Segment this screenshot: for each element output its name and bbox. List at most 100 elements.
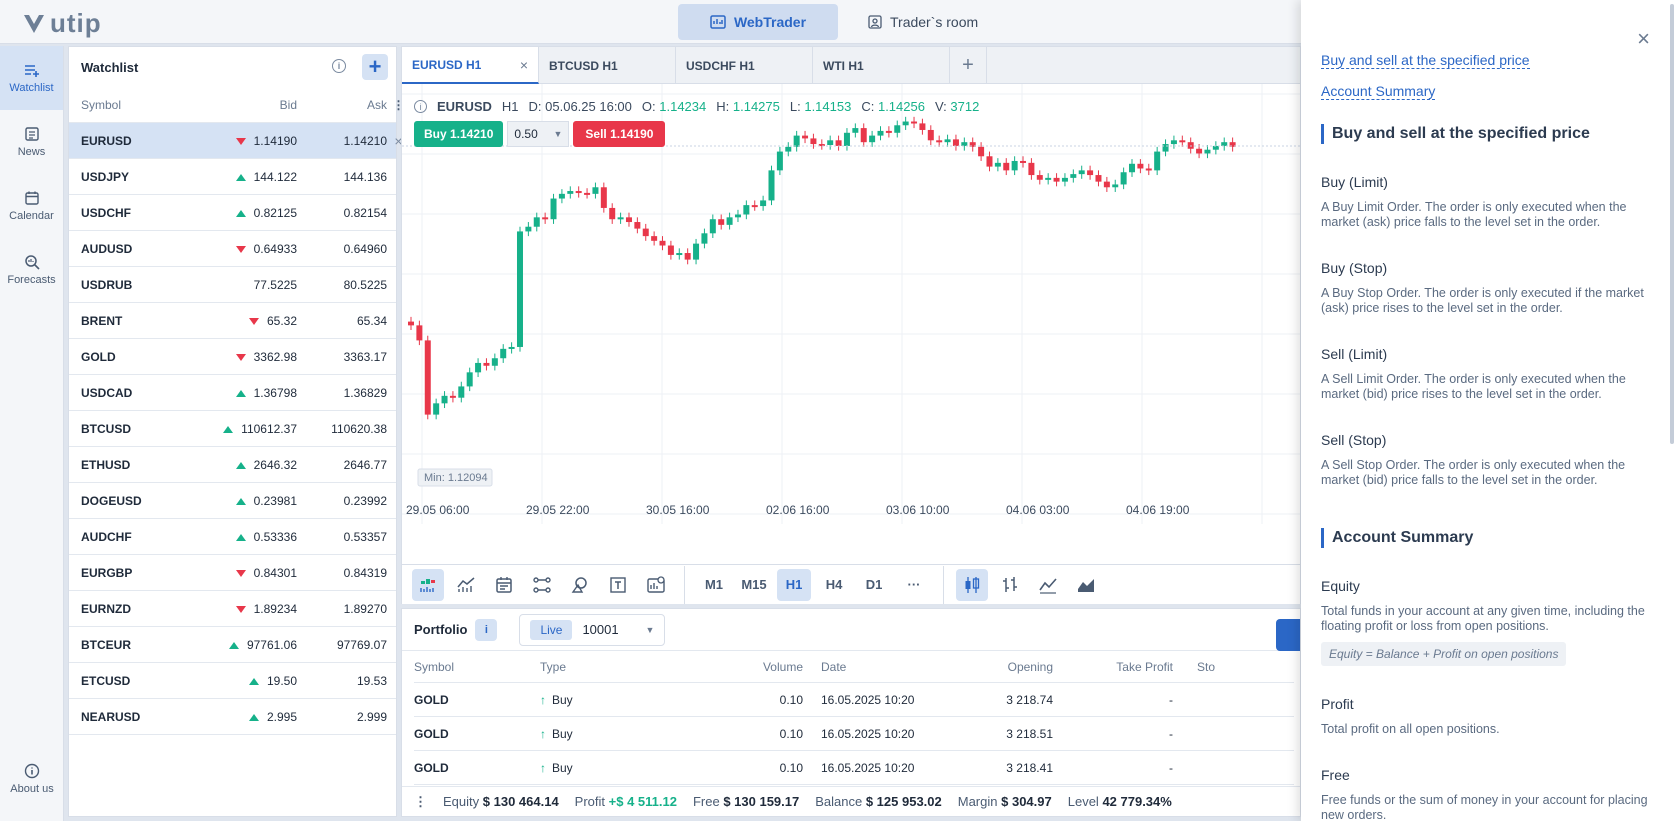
row-bid: 77.5225 — [201, 278, 297, 292]
watchlist-row[interactable]: BRENT 65.32 65.34 — [69, 303, 396, 339]
add-tab-button[interactable]: + — [950, 47, 987, 83]
row-bid-value: 0.82125 — [254, 206, 297, 220]
candle — [1171, 140, 1177, 144]
chart-tab[interactable]: WTI H1 — [813, 47, 950, 84]
watchlist-row[interactable]: GOLD 3362.98 3363.17 — [69, 339, 396, 375]
info-icon[interactable]: i — [475, 619, 497, 641]
account-select[interactable]: Live 10001 ▼ — [519, 614, 665, 646]
nav-forecasts[interactable]: Forecasts — [0, 238, 63, 302]
bars-type[interactable] — [994, 569, 1026, 601]
row-ask: 2.999 — [297, 710, 387, 724]
equity-value: $ 130 464.14 — [483, 794, 559, 809]
candles-type[interactable] — [956, 569, 988, 601]
calendar-icon — [494, 575, 514, 595]
new-order-button[interactable] — [1276, 619, 1300, 651]
timeframe-h1[interactable]: H1 — [777, 569, 811, 601]
info-icon[interactable]: i — [332, 59, 346, 73]
candle — [861, 128, 867, 142]
traders-room-tab[interactable]: Trader`s room — [842, 4, 1004, 40]
chart-tab[interactable]: USDCHF H1 — [676, 47, 813, 84]
nav-about[interactable]: About us — [0, 747, 64, 811]
sell-button[interactable]: Sell 1.14190 — [573, 121, 665, 147]
watchlist-row[interactable]: BTCUSD 110612.37 110620.38 — [69, 411, 396, 447]
area-type[interactable] — [1070, 569, 1102, 601]
watchlist-row[interactable]: USDCAD 1.36798 1.36829 — [69, 375, 396, 411]
line-tool[interactable] — [526, 569, 558, 601]
row-bid: 1.89234 — [201, 602, 297, 616]
nav-news[interactable]: News — [0, 110, 63, 174]
news-icon — [24, 126, 40, 142]
watchlist-row[interactable]: USDJPY 144.122 144.136 — [69, 159, 396, 195]
timeframe-h4[interactable]: H4 — [817, 569, 851, 601]
chart-date: D: 05.06.25 16:00 — [529, 99, 632, 114]
shapes-tool[interactable] — [564, 569, 596, 601]
row-ask: 0.82154 — [297, 206, 387, 220]
chart-tab-label: WTI H1 — [823, 59, 864, 73]
close-icon[interactable]: × — [520, 57, 528, 73]
logo[interactable]: utip — [22, 8, 102, 39]
watchlist-row[interactable]: BTCEUR 97761.06 97769.07 — [69, 627, 396, 663]
help-item-title: Sell (Stop) — [1321, 432, 1656, 448]
watchlist-row[interactable]: EURGBP 0.84301 0.84319 — [69, 555, 396, 591]
candlestick-chart[interactable]: Min: 1.12094 29.05 06:00 29.05 22:00 30.05 … — [402, 84, 1300, 564]
nav-watchlist[interactable]: Watchlist — [0, 46, 63, 110]
bars-icon — [1000, 575, 1020, 595]
person-icon — [868, 15, 882, 29]
position-date: 16.05.2025 10:20 — [803, 761, 953, 775]
row-ask: 110620.38 — [297, 422, 387, 436]
watchlist-row[interactable]: USDCHF 0.82125 0.82154 — [69, 195, 396, 231]
position-volume: 0.10 — [670, 693, 803, 707]
position-row[interactable]: GOLD ↑ Buy 0.10 16.05.2025 10:20 3 218.74… — [414, 683, 1294, 717]
watchlist-row[interactable]: EURUSD 1.14190 1.14210 × — [69, 123, 396, 159]
price-down-icon — [236, 570, 246, 577]
quick-trade: Buy 1.14210 0.50 ▼ Sell 1.14190 — [414, 121, 665, 147]
line-type[interactable] — [1032, 569, 1064, 601]
timeframe-d1[interactable]: D1 — [857, 569, 891, 601]
help-link-buy-sell[interactable]: Buy and sell at the specified price — [1321, 52, 1530, 69]
chart-tab[interactable]: BTCUSD H1 — [539, 47, 676, 84]
trend-tool[interactable] — [450, 569, 482, 601]
watchlist-row[interactable]: USDRUB 77.5225 80.5225 — [69, 267, 396, 303]
nav-calendar[interactable]: Calendar — [0, 174, 63, 238]
watchlist-row[interactable]: NEARUSD 2.995 2.999 — [69, 699, 396, 735]
watchlist-row[interactable]: DOGEUSD 0.23981 0.23992 — [69, 483, 396, 519]
webtrader-tab[interactable]: WebTrader — [678, 4, 838, 40]
candle — [1087, 170, 1093, 175]
timeframe-m15[interactable]: M15 — [737, 569, 771, 601]
info-icon[interactable]: i — [414, 100, 427, 113]
watchlist-row[interactable]: EURNZD 1.89234 1.89270 — [69, 591, 396, 627]
timeframe-m1[interactable]: M1 — [697, 569, 731, 601]
position-row[interactable]: GOLD ↑ Buy 0.10 16.05.2025 10:20 3 218.41… — [414, 751, 1294, 785]
status-menu-icon[interactable]: ⋮ — [414, 794, 427, 810]
volume-label: V: — [935, 99, 947, 114]
events-tool[interactable] — [488, 569, 520, 601]
logo-text: utip — [50, 8, 102, 39]
row-bid: 0.23981 — [201, 494, 297, 508]
watchlist-column-headers: Symbol Bid Ask ⋮ — [69, 87, 396, 123]
candle — [1221, 142, 1227, 146]
more-timeframes[interactable]: ··· — [897, 569, 931, 601]
candle — [542, 217, 548, 219]
divider — [684, 566, 685, 604]
price-down-icon — [236, 138, 246, 145]
analysis-tool[interactable] — [640, 569, 672, 601]
free-item: Free $ 130 159.17 — [693, 794, 799, 809]
quantity-select[interactable]: 0.50 ▼ — [507, 121, 569, 147]
watchlist-row[interactable]: ETHUSD 2646.32 2646.77 — [69, 447, 396, 483]
watchlist-row[interactable]: AUDUSD 0.64933 0.64960 — [69, 231, 396, 267]
text-tool[interactable] — [602, 569, 634, 601]
help-link-account-summary[interactable]: Account Summary — [1321, 83, 1435, 100]
chart-tab-label: EURUSD H1 — [412, 58, 481, 72]
watchlist-row[interactable]: AUDCHF 0.53336 0.53357 — [69, 519, 396, 555]
position-row[interactable]: GOLD ↑ Buy 0.10 16.05.2025 10:20 3 218.51… — [414, 717, 1294, 751]
scrollbar[interactable] — [1670, 4, 1674, 444]
watchlist-row[interactable]: ETCUSD 19.50 19.53 — [69, 663, 396, 699]
row-bid: 1.14190 — [201, 134, 297, 148]
buy-button[interactable]: Buy 1.14210 — [414, 121, 503, 147]
add-symbol-button[interactable]: + — [362, 54, 388, 80]
chart-tab[interactable]: EURUSD H1 × — [402, 47, 539, 84]
help-item-description: A Buy Limit Order. The order is only exe… — [1321, 200, 1656, 230]
position-opening: 3 218.41 — [953, 761, 1053, 775]
indicators-tool[interactable] — [412, 569, 444, 601]
close-icon[interactable]: × — [1637, 26, 1650, 52]
